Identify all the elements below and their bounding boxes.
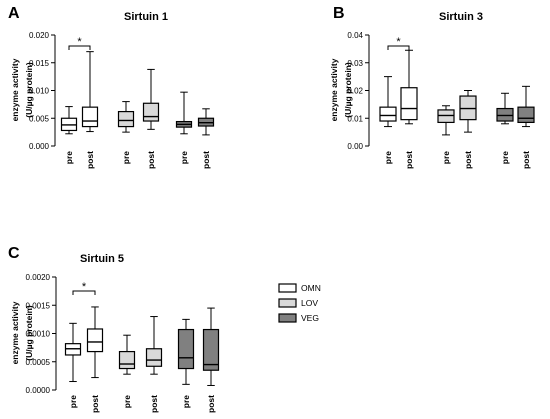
y-tick-label: 0.0020 — [26, 273, 51, 282]
box-iqr — [81, 106, 99, 128]
x-tick-label: post — [463, 151, 473, 169]
panel-letter: B — [333, 5, 345, 22]
y-axis-label: enzyme activity — [329, 58, 339, 121]
y-axis-label: (U/µg protein) — [24, 62, 34, 118]
x-tick-label: pre — [500, 151, 510, 165]
x-tick-label: post — [201, 151, 211, 169]
box-omn-pre — [60, 106, 78, 135]
significance-bracket — [72, 290, 96, 295]
legend-swatch-veg — [278, 313, 297, 323]
box-veg-post — [202, 307, 220, 386]
box-veg-pre — [177, 318, 195, 385]
x-tick-label: pre — [122, 395, 132, 409]
box-iqr — [379, 106, 397, 122]
x-tick-label: post — [206, 395, 216, 413]
y-tick-label: 0.015 — [29, 59, 50, 68]
y-tick-label: 0.00 — [347, 142, 363, 151]
box-iqr — [145, 348, 163, 367]
box-veg-pre — [496, 92, 514, 125]
x-tick-label: post — [521, 151, 531, 169]
y-axis-label: (U/µg protein) — [24, 305, 34, 361]
y-tick-label: 0.005 — [29, 114, 50, 123]
box-omn-pre — [64, 322, 82, 383]
box-omn-pre — [379, 76, 397, 128]
y-tick-label: 0.03 — [347, 59, 363, 68]
box-lov-post — [142, 68, 160, 130]
x-tick-label: pre — [181, 395, 191, 409]
box-veg-post — [197, 108, 215, 136]
legend-swatch-omn — [278, 283, 297, 293]
y-tick-label: 0.020 — [29, 31, 50, 40]
significance-marker: * — [396, 36, 401, 48]
box-iqr — [517, 106, 535, 124]
x-tick-label: post — [90, 395, 100, 413]
legend-label: LOV — [301, 298, 318, 308]
significance-bracket — [387, 45, 410, 50]
x-tick-label: pre — [383, 151, 393, 165]
significance-marker: * — [82, 281, 87, 293]
box-iqr — [202, 328, 220, 371]
box-omn-post — [400, 49, 418, 125]
x-tick-label: pre — [179, 151, 189, 165]
chart-title: Sirtuin 1 — [124, 11, 168, 23]
x-tick-label: post — [404, 151, 414, 169]
box-iqr — [86, 328, 104, 353]
box-lov-pre — [117, 101, 135, 133]
box-omn-post — [86, 306, 104, 379]
significance-bracket — [68, 45, 91, 50]
y-tick-label: 0.010 — [29, 87, 50, 96]
chart-title: Sirtuin 5 — [80, 253, 124, 265]
legend-label: OMN — [301, 283, 321, 293]
box-lov-pre — [437, 105, 455, 136]
box-veg-pre — [175, 91, 193, 135]
box-iqr — [142, 102, 160, 122]
panel-letter: C — [8, 245, 20, 262]
box-lov-post — [145, 316, 163, 375]
legend: OMN LOV VEG — [278, 283, 321, 323]
y-tick-label: 0.04 — [347, 31, 363, 40]
panel-letter: A — [8, 5, 20, 22]
box-iqr — [118, 350, 136, 370]
x-tick-label: post — [149, 395, 159, 413]
significance-marker: * — [77, 36, 82, 48]
box-veg-post — [517, 85, 535, 128]
box-lov-pre — [118, 334, 136, 375]
box-iqr — [177, 328, 195, 370]
x-tick-label: pre — [441, 151, 451, 165]
y-tick-label: 0.0005 — [26, 358, 51, 367]
y-tick-label: 0.0000 — [26, 386, 51, 395]
y-axis-label: enzyme activity — [10, 301, 20, 364]
y-axis-label: enzyme activity — [10, 58, 20, 121]
y-tick-label: 0.000 — [29, 142, 50, 151]
x-tick-label: pre — [68, 395, 78, 409]
y-tick-label: 0.0010 — [26, 330, 51, 339]
x-tick-label: pre — [121, 151, 131, 165]
y-tick-label: 0.02 — [347, 87, 363, 96]
x-tick-label: post — [85, 151, 95, 169]
legend-swatch-lov — [278, 298, 297, 308]
y-axis-label: (U/µg protein) — [343, 62, 353, 118]
box-lov-post — [459, 90, 477, 133]
chart-title: Sirtuin 3 — [439, 11, 483, 23]
y-tick-label: 0.01 — [347, 114, 363, 123]
y-tick-label: 0.0015 — [26, 301, 51, 310]
x-tick-label: post — [146, 151, 156, 169]
box-iqr — [400, 87, 418, 121]
box-omn-post — [81, 51, 99, 133]
legend-label: VEG — [301, 313, 319, 323]
box-iqr — [117, 110, 135, 128]
x-tick-label: pre — [64, 151, 74, 165]
